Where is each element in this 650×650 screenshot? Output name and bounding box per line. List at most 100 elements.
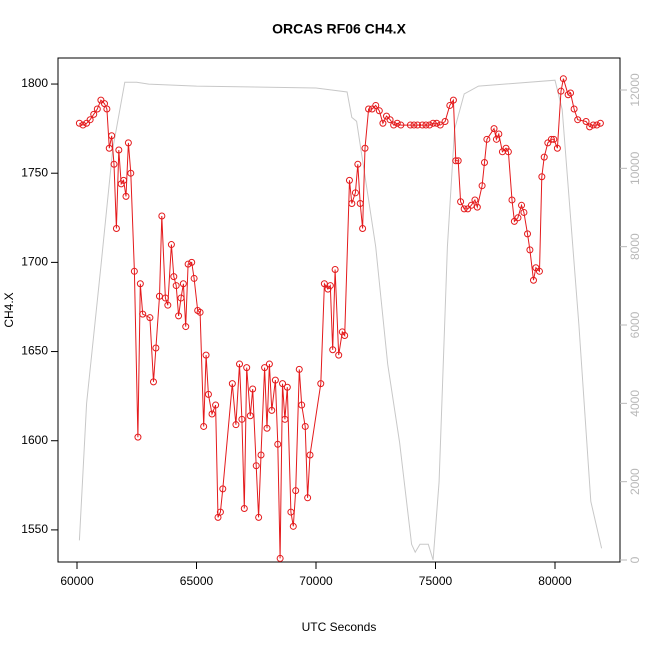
point [164, 301, 172, 309]
point [359, 224, 367, 232]
point [124, 139, 132, 147]
point [127, 169, 135, 177]
point [532, 264, 540, 272]
point [559, 75, 567, 83]
point [175, 312, 183, 320]
point [202, 351, 210, 359]
point [361, 144, 369, 152]
point [182, 323, 190, 331]
series-line [79, 78, 601, 559]
point [351, 189, 359, 197]
point [596, 119, 604, 127]
point [436, 121, 444, 129]
point [354, 160, 362, 168]
point [97, 96, 105, 104]
point [502, 144, 510, 152]
point [582, 117, 590, 125]
point [567, 89, 575, 97]
y2-tick-label: 8000 [628, 233, 642, 260]
point [204, 390, 212, 398]
point [75, 119, 83, 127]
x-tick-label: 75000 [419, 574, 453, 588]
point [478, 182, 486, 190]
point [188, 258, 196, 266]
point [105, 144, 113, 152]
point [268, 406, 276, 414]
y2-tick-label: 0 [628, 556, 642, 563]
point [200, 422, 208, 430]
point [372, 101, 380, 109]
point [410, 121, 418, 129]
chart-title: ORCAS RF06 CH4.X [272, 21, 406, 37]
point [134, 433, 142, 441]
point [514, 214, 522, 222]
point [383, 112, 391, 120]
point [238, 415, 246, 423]
point [538, 173, 546, 181]
point [544, 139, 552, 147]
point [326, 282, 334, 290]
point [550, 135, 558, 143]
point [139, 310, 147, 318]
point [216, 508, 224, 516]
point [483, 135, 491, 143]
point [324, 285, 332, 293]
point [263, 424, 271, 432]
point [449, 96, 457, 104]
point [115, 146, 123, 154]
point [103, 105, 111, 113]
point [298, 401, 306, 409]
point [593, 121, 601, 129]
point [365, 105, 373, 113]
point [306, 451, 314, 459]
point [589, 121, 597, 129]
point [117, 180, 125, 188]
point [212, 401, 220, 409]
point [190, 274, 198, 282]
y2-tick-label: 4000 [628, 390, 642, 417]
point [295, 365, 303, 373]
y-tick-label: 1700 [21, 255, 48, 269]
point [570, 105, 578, 113]
point [301, 422, 309, 430]
point [240, 504, 248, 512]
point [196, 308, 204, 316]
point [535, 267, 543, 275]
y-axis-label: CH4.X [2, 292, 16, 327]
point [393, 119, 401, 127]
point [304, 494, 312, 502]
point [179, 280, 187, 288]
point [108, 132, 116, 140]
point [452, 157, 460, 165]
point [586, 123, 594, 131]
x-tick-label: 80000 [538, 574, 572, 588]
point [281, 415, 289, 423]
point [390, 121, 398, 129]
point [255, 513, 263, 521]
point [422, 121, 430, 129]
point [574, 116, 582, 124]
point [257, 451, 265, 459]
y-tick-label: 1750 [21, 165, 48, 179]
point [529, 276, 537, 284]
point [520, 208, 528, 216]
point [86, 116, 94, 124]
point [79, 121, 87, 129]
y-tick-label: 1550 [21, 522, 48, 536]
point [289, 522, 297, 530]
point [243, 364, 251, 372]
y-tick-label: 1600 [21, 433, 48, 447]
x-tick-label: 70000 [299, 574, 333, 588]
point [495, 130, 503, 138]
point [329, 346, 337, 354]
y-tick-label: 1650 [21, 344, 48, 358]
point [454, 157, 462, 165]
point [397, 121, 405, 129]
point [490, 125, 498, 133]
point [441, 117, 449, 125]
point [90, 110, 98, 118]
point [271, 376, 279, 384]
point [110, 160, 118, 168]
